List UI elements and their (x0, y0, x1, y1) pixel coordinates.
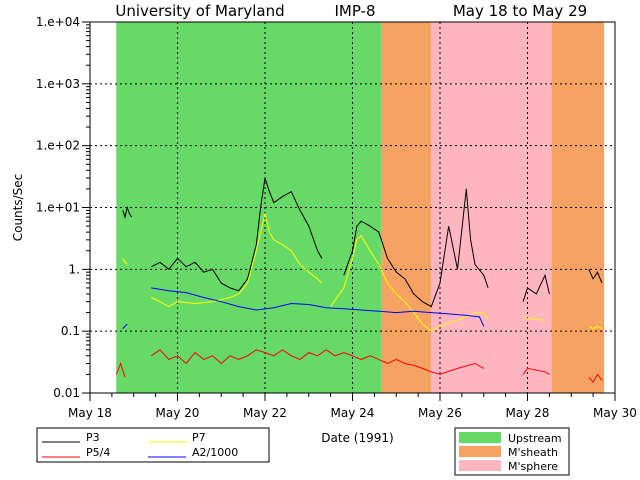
region-legend-label-1: M'sheath (508, 446, 558, 459)
x-tick-label-6: May 30 (593, 406, 637, 420)
legend-label-2: P5/4 (86, 446, 110, 459)
series-legend: P3 P7 P5/4 A2/1000 (36, 427, 270, 463)
title-part-0: University of Maryland (115, 2, 284, 20)
y-tick-label-3: 1.e+01 (36, 201, 80, 215)
y-tick-label-4: 1.e+02 (36, 139, 80, 153)
series-p7-line-4 (588, 325, 603, 330)
legend-label-3: A2/1000 (192, 446, 238, 459)
data-series (115, 177, 603, 383)
series-a21000-line-1 (151, 287, 485, 327)
x-tick-label-0: May 18 (68, 406, 112, 420)
title-part-1: IMP-8 (334, 2, 375, 20)
region-legend-label-2: M'sphere (508, 460, 558, 473)
y-tick-label-6: 1.e+04 (36, 15, 80, 29)
series-p7-line-0 (122, 258, 128, 265)
series-p3-line-4 (588, 269, 603, 284)
grid-lines (90, 22, 615, 393)
region-legend-swatch-0 (459, 432, 501, 443)
x-axis-label: Date (1991) (321, 431, 393, 445)
series-legend-box (36, 427, 270, 463)
region-legend-swatch-2 (459, 460, 501, 471)
x-tick-label-3: May 24 (331, 406, 375, 420)
series-p3-line-3 (522, 273, 550, 302)
x-tick-label-2: May 22 (243, 406, 287, 420)
series-p3-line-0 (122, 205, 133, 219)
series-p54-line-1 (150, 349, 485, 375)
y-tick-label-1: 0.1 (61, 324, 80, 338)
chart-titles: University of Maryland IMP-8 May 18 to May… (11, 2, 587, 445)
series-p7-line-1 (150, 213, 323, 308)
series-p54-line-3 (588, 373, 603, 383)
axis-ticks: May 18 May 20 May 22 May 24 May 26 May 28 May … (36, 15, 637, 420)
series-p54-line-2 (522, 367, 550, 375)
region-legend-swatch-1 (459, 446, 501, 457)
series-p7-line-3 (522, 314, 546, 321)
y-tick-label-0: 0.01 (53, 386, 80, 400)
x-tick-label-4: May 26 (418, 406, 462, 420)
series-p3-line-2 (343, 188, 489, 308)
series-a21000-line-0 (122, 323, 128, 329)
y-tick-label-2: 1. (69, 262, 80, 276)
legend-label-0: P3 (86, 431, 100, 444)
series-p3-line-1 (150, 177, 323, 292)
x-tick-label-5: May 28 (506, 406, 550, 420)
series-p7-line-2 (330, 234, 489, 332)
y-tick-label-5: 1.e+03 (36, 77, 80, 91)
y-axis-label: Counts/Sec (11, 174, 25, 242)
legend-label-1: P7 (192, 431, 206, 444)
title-part-2: May 18 to May 29 (453, 2, 587, 20)
region-legend-label-0: Upstream (508, 432, 562, 445)
x-tick-label-1: May 20 (156, 406, 200, 420)
series-p54-line-0 (115, 362, 126, 378)
